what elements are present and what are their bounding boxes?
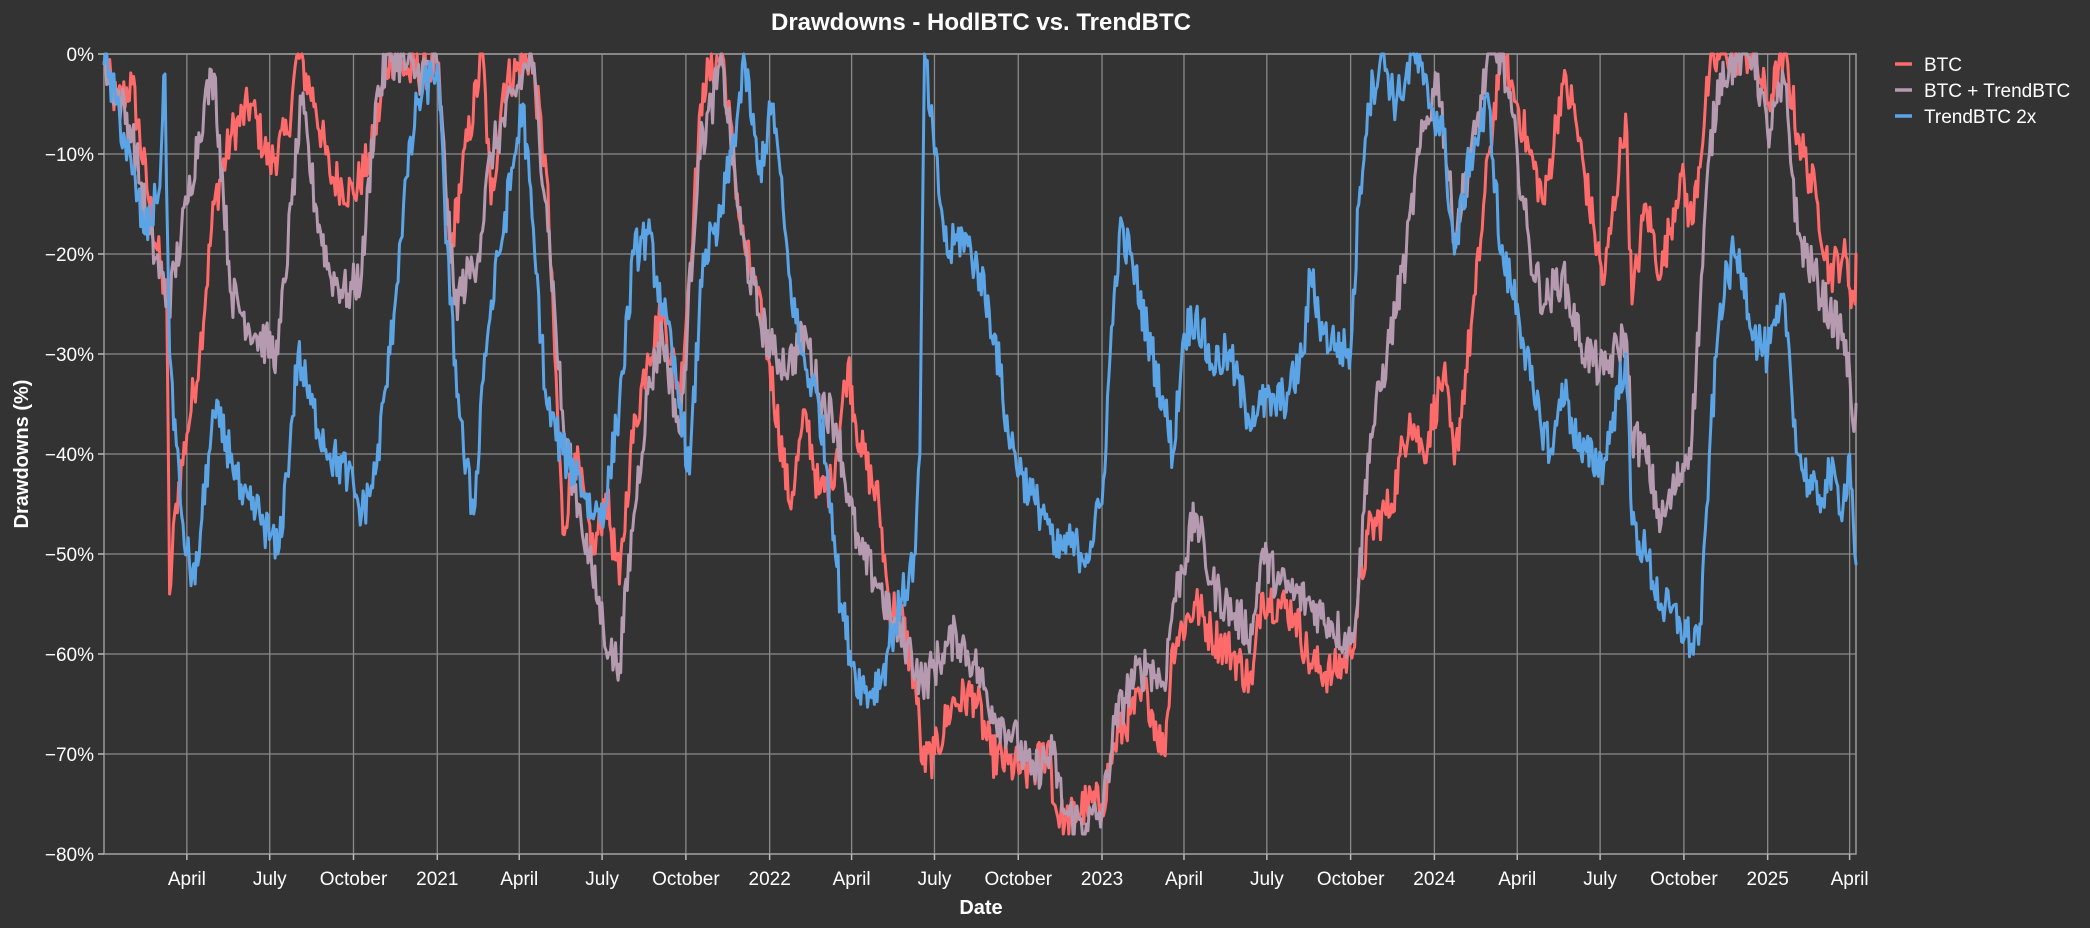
x-axis-ticks: April July October 2021 April July October 2022… <box>168 854 1869 890</box>
x-tick-label: April <box>833 869 871 890</box>
x-tick-label: 2021 <box>416 869 458 890</box>
x-tick-label: April <box>1831 869 1869 890</box>
x-tick-label: October <box>984 869 1052 890</box>
x-tick-label: July <box>585 869 619 890</box>
legend-label: BTC <box>1924 55 1962 76</box>
legend-label: TrendBTC 2x <box>1924 107 2037 128</box>
y-axis-title: Drawdowns (%) <box>11 380 33 529</box>
series-line-btc-trendbtc <box>102 52 1858 836</box>
x-tick-label: July <box>253 869 287 890</box>
series-line-trendbtc-2x <box>102 52 1858 709</box>
y-axis-ticks: 0% −10% −20% −30% −40% −50% −60% −70% −80% <box>45 45 104 866</box>
series-lines <box>102 52 1858 836</box>
x-tick-label: July <box>918 869 952 890</box>
x-tick-label: 2022 <box>749 869 791 890</box>
legend: BTC BTC + TrendBTC TrendBTC 2x <box>1895 55 2070 128</box>
x-axis-title: Date <box>959 897 1002 919</box>
x-tick-label: 2023 <box>1081 869 1123 890</box>
x-tick-label: April <box>500 869 538 890</box>
y-tick-label: −80% <box>45 845 94 866</box>
x-tick-label: 2025 <box>1747 869 1789 890</box>
y-tick-label: 0% <box>67 45 95 66</box>
x-tick-label: April <box>168 869 206 890</box>
x-tick-label: April <box>1165 869 1203 890</box>
y-tick-label: −50% <box>45 545 94 566</box>
legend-label: BTC + TrendBTC <box>1924 81 2070 102</box>
chart-title: Drawdowns - HodlBTC vs. TrendBTC <box>771 9 1191 36</box>
x-tick-label: October <box>652 869 720 890</box>
y-tick-label: −70% <box>45 745 94 766</box>
x-tick-label: October <box>1317 869 1385 890</box>
y-tick-label: −10% <box>45 145 94 166</box>
x-tick-label: 2024 <box>1413 869 1456 890</box>
x-tick-label: July <box>1583 869 1617 890</box>
x-tick-label: October <box>320 869 388 890</box>
x-tick-label: July <box>1250 869 1284 890</box>
x-tick-label: April <box>1498 869 1536 890</box>
y-tick-label: −60% <box>45 645 94 666</box>
x-tick-label: October <box>1650 869 1718 890</box>
y-tick-label: −20% <box>45 245 94 266</box>
y-tick-label: −40% <box>45 445 94 466</box>
y-tick-label: −30% <box>45 345 94 366</box>
